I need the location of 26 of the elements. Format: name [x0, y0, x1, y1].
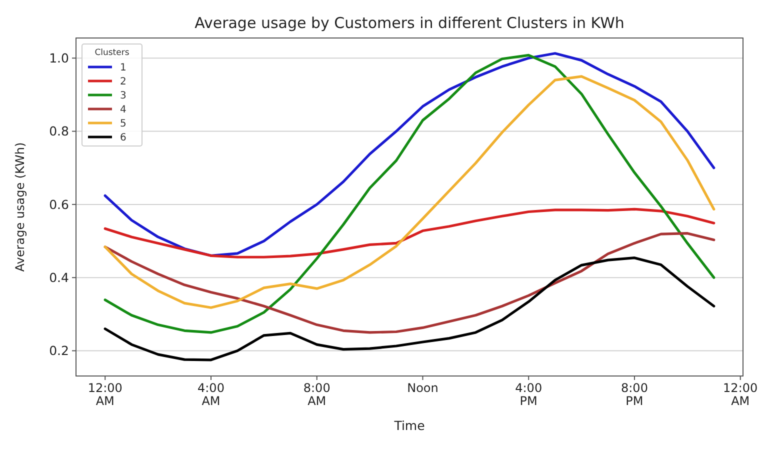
y-tick-label: 0.8: [49, 124, 70, 139]
chart-title: Average usage by Customers in different Clusters in KWh: [194, 14, 624, 32]
line-series: [104, 54, 716, 334]
legend-label: 6: [120, 132, 126, 144]
x-tick-label: 8:00 AM: [303, 381, 330, 408]
y-axis-title: Average usage (KWh): [13, 142, 27, 272]
legend-label: 2: [120, 76, 126, 88]
y-tick-label: 0.6: [49, 196, 70, 212]
x-tick-label: 12:00 AM: [723, 381, 758, 408]
line-series: [104, 208, 716, 258]
y-tick-label: 0.4: [49, 270, 70, 285]
x-tick-label: 8:00 PM: [621, 381, 648, 408]
x-tick-label: 4:00 AM: [198, 381, 224, 408]
x-tick-label: 12:00 AM: [88, 381, 122, 408]
y-tick-label: 0.2: [49, 343, 69, 358]
y-tick-label: 1.0: [49, 50, 70, 66]
legend-label: 3: [120, 90, 126, 102]
legend-label: 1: [120, 62, 126, 74]
line-series: [104, 75, 716, 309]
legend-label: 5: [120, 118, 126, 130]
legend-label: 4: [120, 104, 126, 116]
x-tick-label: 4:00 PM: [515, 381, 542, 408]
line-series: [104, 256, 716, 362]
legend-title: Clusters: [94, 48, 130, 58]
x-tick-label: Noon: [407, 381, 438, 395]
x-axis-title: Time: [393, 418, 426, 433]
